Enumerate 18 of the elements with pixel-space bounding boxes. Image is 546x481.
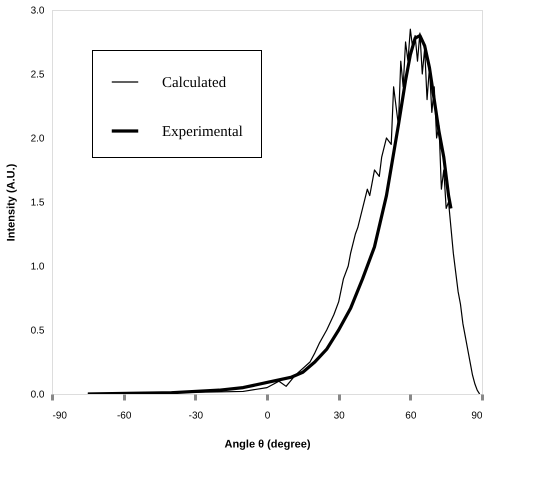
- y-tick-label: 0.5: [30, 326, 45, 336]
- y-tick-label: 2.0: [30, 134, 45, 144]
- x-tick-label: 0: [264, 410, 271, 422]
- x-tick-label: -60: [116, 410, 132, 422]
- y-tick-label: 1.0: [30, 262, 45, 272]
- x-tick-label: 90: [471, 410, 483, 422]
- legend-label: Calculated: [162, 75, 227, 91]
- legend-label: Experimental: [162, 124, 243, 140]
- x-tick-label: -30: [188, 410, 204, 422]
- y-tick-label: 0.0: [30, 390, 45, 400]
- x-axis-title: Angle θ (degree): [224, 438, 311, 450]
- x-tick-label: -90: [52, 410, 68, 422]
- y-axis-title: Intensity (A.U.): [6, 163, 18, 242]
- x-tick-label: 60: [405, 410, 417, 422]
- y-tick-label: 1.5: [30, 198, 45, 208]
- y-tick-label: 2.5: [30, 70, 45, 80]
- x-tick-label: 30: [334, 410, 346, 422]
- y-tick-label: 3.0: [30, 6, 45, 16]
